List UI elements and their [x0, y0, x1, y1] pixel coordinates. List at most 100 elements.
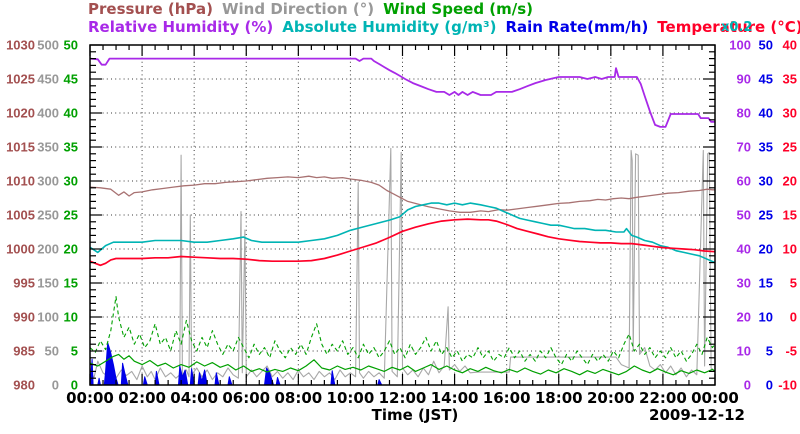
ytick-wind_speed: 45 — [64, 72, 78, 87]
ytick-relative_humidity: 100 — [729, 38, 751, 53]
ytick-temperature: 35 — [783, 72, 797, 87]
ytick-relative_humidity: 30 — [737, 276, 751, 291]
legend-row-1: Pressure (hPa) Wind Direction (°) Wind Spe… — [88, 1, 533, 18]
ytick-rain_rate: 10 — [759, 310, 773, 325]
ytick-pressure: 1015 — [6, 140, 35, 155]
xtick-label: 20:00 — [587, 389, 635, 407]
ytick-rain_rate: 35 — [759, 140, 773, 155]
ytick-relative_humidity: 40 — [737, 242, 751, 257]
xtick-label: 16:00 — [483, 389, 531, 407]
ytick-temperature: 30 — [783, 106, 797, 121]
ytick-pressure: 1005 — [6, 208, 35, 223]
ytick-wind_speed: 0 — [71, 378, 78, 393]
ytick-relative_humidity: 80 — [737, 106, 751, 121]
ytick-wind_speed: 30 — [64, 174, 78, 189]
legend-item-temperature: Temperature (°C) — [657, 18, 800, 36]
ytick-wind_speed: 20 — [64, 242, 78, 257]
ytick-wind_direction: 450 — [37, 72, 59, 87]
ytick-relative_humidity: 10 — [737, 344, 751, 359]
ytick-wind_direction: 0 — [52, 378, 59, 393]
ytick-pressure: 985 — [13, 344, 35, 359]
ytick-wind_speed: 5 — [71, 344, 78, 359]
ytick-temperature: 0 — [790, 310, 797, 325]
legend-item-wind-speed: Wind Speed (m/s) — [383, 0, 534, 18]
series-relative_humidity — [89, 57, 715, 128]
ytick-temperature: 25 — [783, 140, 797, 155]
ytick-relative_humidity: 60 — [737, 174, 751, 189]
ytick-rain_rate: 20 — [759, 242, 773, 257]
ytick-wind_direction: 300 — [37, 174, 59, 189]
ytick-rain_rate: 50 — [759, 38, 773, 53]
legend-item-absolute-humidity: Absolute Humidity (g/m³) — [282, 18, 497, 36]
ytick-pressure: 1000 — [6, 242, 35, 257]
xtick-label: 02:00 — [118, 389, 166, 407]
xtick-label: 00:00 — [691, 389, 739, 407]
ytick-temperature: 5 — [790, 276, 797, 291]
series-temperature — [89, 218, 716, 267]
xtick-label: 00:00 — [66, 389, 114, 407]
x-axis-title: Time (JST) — [372, 406, 459, 424]
xtick-label: 08:00 — [274, 389, 322, 407]
series-wind_speed — [89, 353, 716, 376]
ytick-rain_rate: 15 — [759, 276, 773, 291]
xtick-label: 22:00 — [639, 389, 687, 407]
series-wind_speed_gust — [89, 296, 716, 366]
ytick-rain_rate: 5 — [766, 344, 773, 359]
ytick-pressure: 1010 — [6, 174, 35, 189]
xtick-label: 18:00 — [535, 389, 583, 407]
ytick-relative_humidity: 70 — [737, 140, 751, 155]
ytick-wind_direction: 100 — [37, 310, 59, 325]
ytick-wind_direction: 500 — [37, 38, 59, 53]
ytick-wind_speed: 25 — [64, 208, 78, 223]
ytick-pressure: 990 — [13, 310, 35, 325]
ytick-temperature: -5 — [785, 344, 797, 359]
ytick-relative_humidity: 0 — [744, 378, 751, 393]
xtick-label: 14:00 — [431, 389, 479, 407]
ytick-relative_humidity: 50 — [737, 208, 751, 223]
ytick-wind_direction: 50 — [45, 344, 59, 359]
ytick-pressure: 1020 — [6, 106, 35, 121]
series-absolute_humidity — [89, 202, 716, 264]
ytick-wind_direction: 250 — [37, 208, 59, 223]
ytick-temperature: 40 — [783, 38, 797, 53]
xtick-label: 06:00 — [222, 389, 270, 407]
ytick-temperature: -10 — [778, 378, 797, 393]
legend-item-rain-rate: Rain Rate(mm/h) — [505, 18, 649, 36]
ytick-rain_rate: 45 — [759, 72, 773, 87]
ytick-pressure: 995 — [13, 276, 35, 291]
chart-date: 2009-12-12 — [649, 406, 745, 424]
axis-ticks — [89, 44, 716, 386]
grid-lines — [90, 45, 715, 385]
ytick-rain_rate: 25 — [759, 208, 773, 223]
ytick-pressure: 1030 — [6, 38, 35, 53]
ytick-rain_rate: 40 — [759, 106, 773, 121]
ytick-rain_rate: 0 — [766, 378, 773, 393]
legend-item-wind-direction: Wind Direction (°) — [222, 0, 375, 18]
ytick-wind_direction: 150 — [37, 276, 59, 291]
ytick-wind_speed: 40 — [64, 106, 78, 121]
absolute-humidity-scale-note: x0.2 — [721, 20, 753, 35]
ytick-rain_rate: 30 — [759, 174, 773, 189]
ytick-relative_humidity: 90 — [737, 72, 751, 87]
ytick-pressure: 1025 — [6, 72, 35, 87]
ytick-relative_humidity: 20 — [737, 310, 751, 325]
ytick-temperature: 10 — [783, 242, 797, 257]
ytick-pressure: 980 — [13, 378, 35, 393]
xtick-label: 04:00 — [170, 389, 218, 407]
ytick-wind_direction: 350 — [37, 140, 59, 155]
xtick-label: 10:00 — [327, 389, 375, 407]
ytick-temperature: 15 — [783, 208, 797, 223]
legend-item-pressure: Pressure (hPa) — [88, 0, 213, 18]
ytick-wind_speed: 50 — [64, 38, 78, 53]
plot-border — [89, 44, 716, 386]
ytick-wind_speed: 15 — [64, 276, 78, 291]
ytick-wind_speed: 35 — [64, 140, 78, 155]
ytick-wind_speed: 10 — [64, 310, 78, 325]
legend-item-relative-humidity: Relative Humidity (%) — [88, 18, 274, 36]
xtick-label: 12:00 — [379, 389, 427, 407]
legend-row-2: Relative Humidity (%) Absolute Humidity (… — [88, 19, 800, 36]
ytick-wind_direction: 400 — [37, 106, 59, 121]
y-axis-labels: 1030102510201015101010051000995990985980… — [6, 38, 797, 393]
